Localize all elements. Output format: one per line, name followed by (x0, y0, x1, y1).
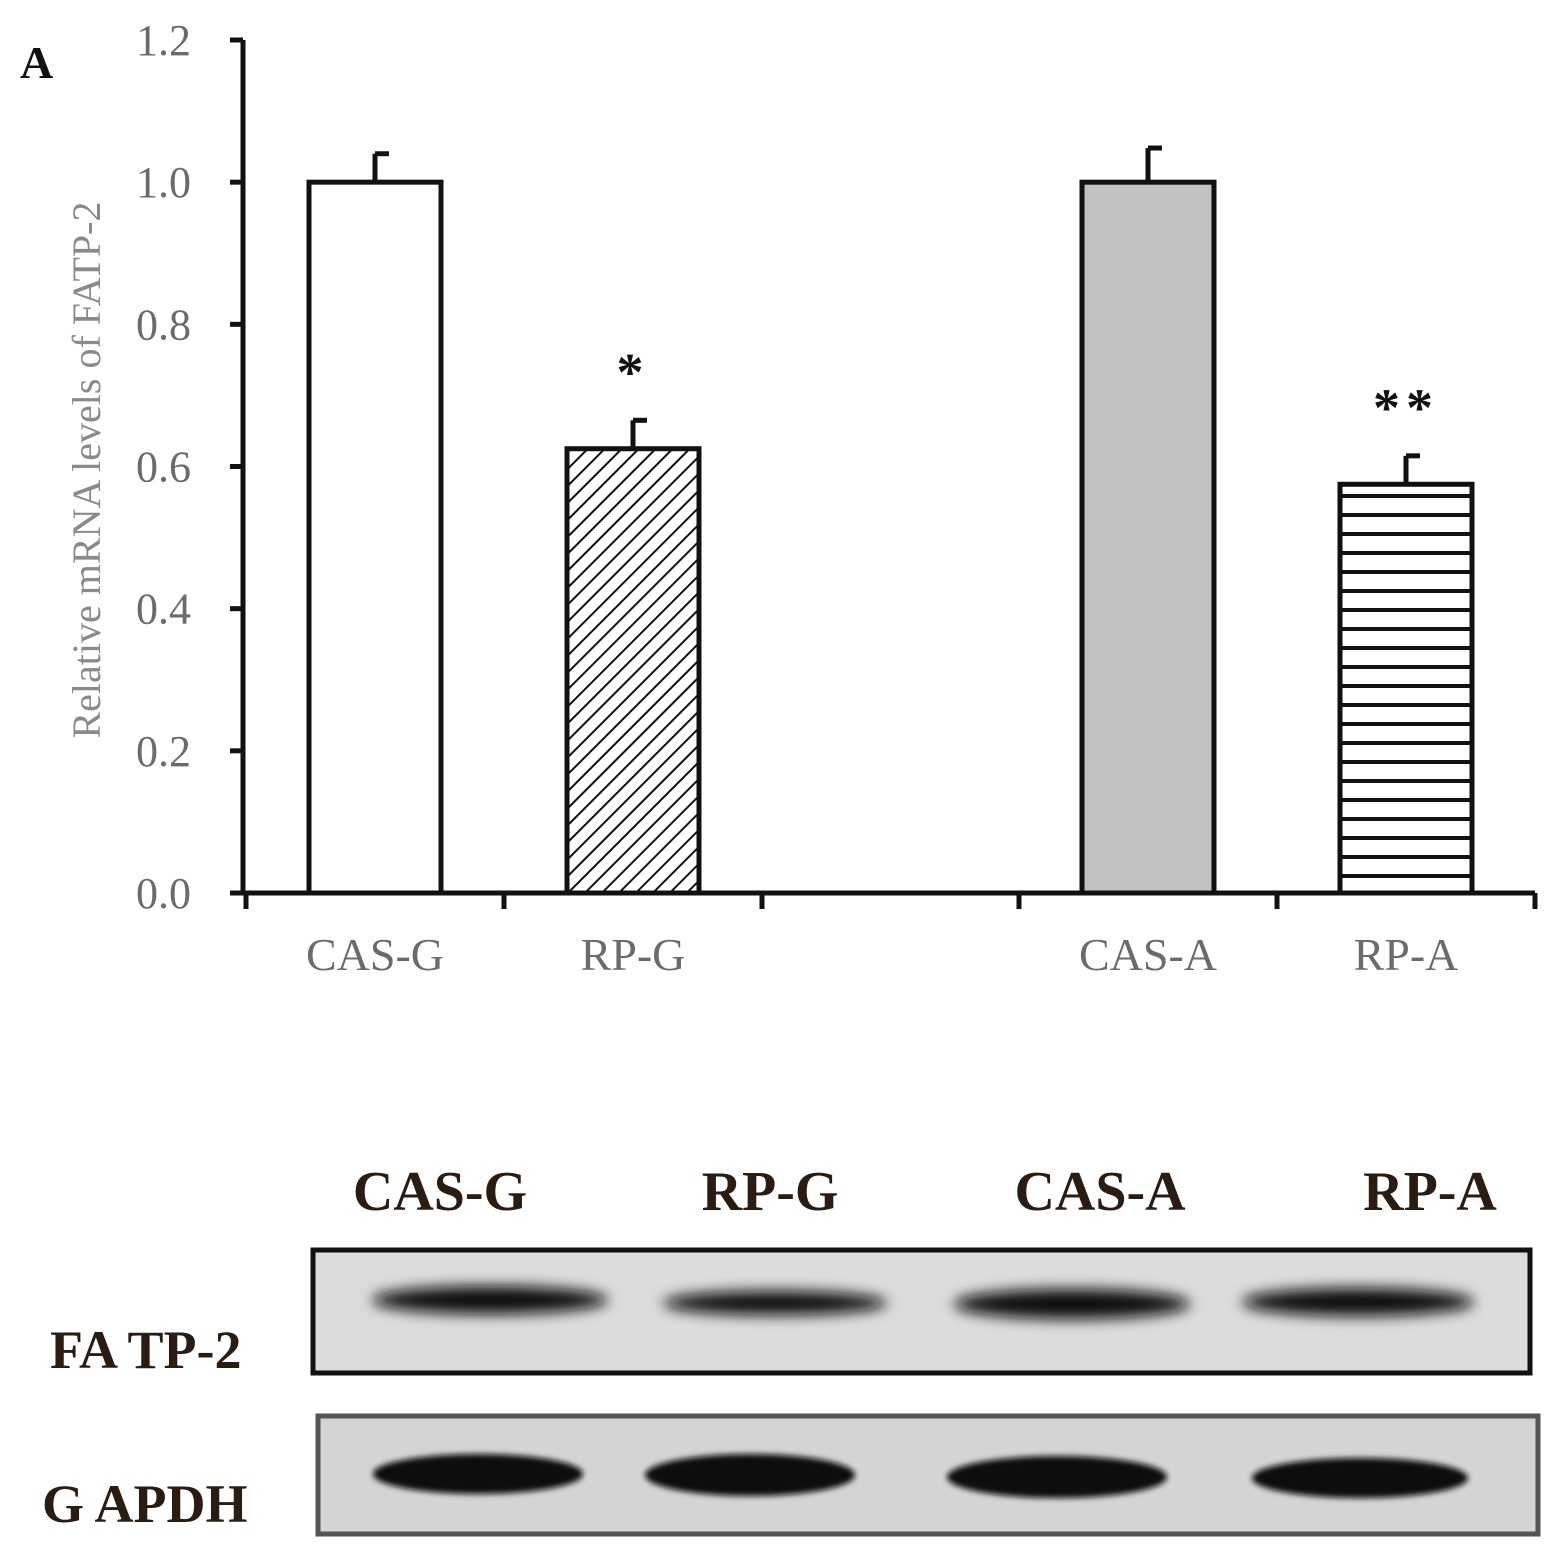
y-tick-label: 0.0 (136, 869, 191, 918)
blot-band (372, 1286, 608, 1314)
blot-band (954, 1289, 1190, 1319)
x-tick-label: RP-A (1354, 929, 1459, 980)
x-tick-label: CAS-G (306, 929, 444, 980)
y-axis: 0.0 0.2 0.4 0.6 0.8 1.0 1.2 (136, 16, 246, 918)
y-tick-label: 1.2 (136, 16, 191, 65)
blot-band (1242, 1288, 1474, 1316)
blot-row-label-fatp2: FA TP-2 (50, 1320, 242, 1380)
blot-band (663, 1291, 887, 1315)
bar-rp-g (564, 446, 702, 896)
fatp2-bands (372, 1286, 1474, 1319)
blot-lane-label: CAS-A (1014, 1161, 1186, 1223)
panel-label: A (20, 37, 53, 88)
significance-marker: * (617, 342, 650, 402)
x-tick-label: CAS-A (1079, 929, 1217, 980)
blot-band (1252, 1458, 1468, 1498)
blot-lane-label: CAS-G (353, 1161, 527, 1223)
y-tick-label: 0.6 (136, 443, 191, 492)
y-tick-label: 0.2 (136, 727, 191, 776)
y-tick-label: 0.8 (136, 300, 191, 349)
y-tick-label: 1.0 (136, 158, 191, 207)
y-axis-label: Relative mRNA levels of FATP-2 (64, 202, 109, 739)
blot-band (373, 1454, 583, 1494)
blot-band (947, 1456, 1167, 1498)
x-axis (230, 890, 1538, 909)
bar-cas-a (1079, 179, 1217, 896)
blot-band (645, 1454, 855, 1496)
bar-cas-g (306, 179, 444, 896)
gapdh-bands (373, 1454, 1468, 1498)
significance-marker: ** (1373, 378, 1439, 438)
bar-rp-a (1337, 481, 1475, 896)
bars: *** (306, 145, 1475, 896)
x-tick-label: RP-G (581, 929, 686, 980)
blot-lane-labels: CAS-G RP-G CAS-A RP-A (353, 1161, 1498, 1223)
x-tick-labels: CAS-G RP-G CAS-A RP-A (306, 929, 1458, 980)
blot-lane-label: RP-A (1363, 1161, 1497, 1223)
blot-row-label-gapdh: G APDH (42, 1474, 248, 1534)
blot-lane-label: RP-G (702, 1161, 839, 1223)
y-tick-label: 0.4 (136, 585, 191, 634)
